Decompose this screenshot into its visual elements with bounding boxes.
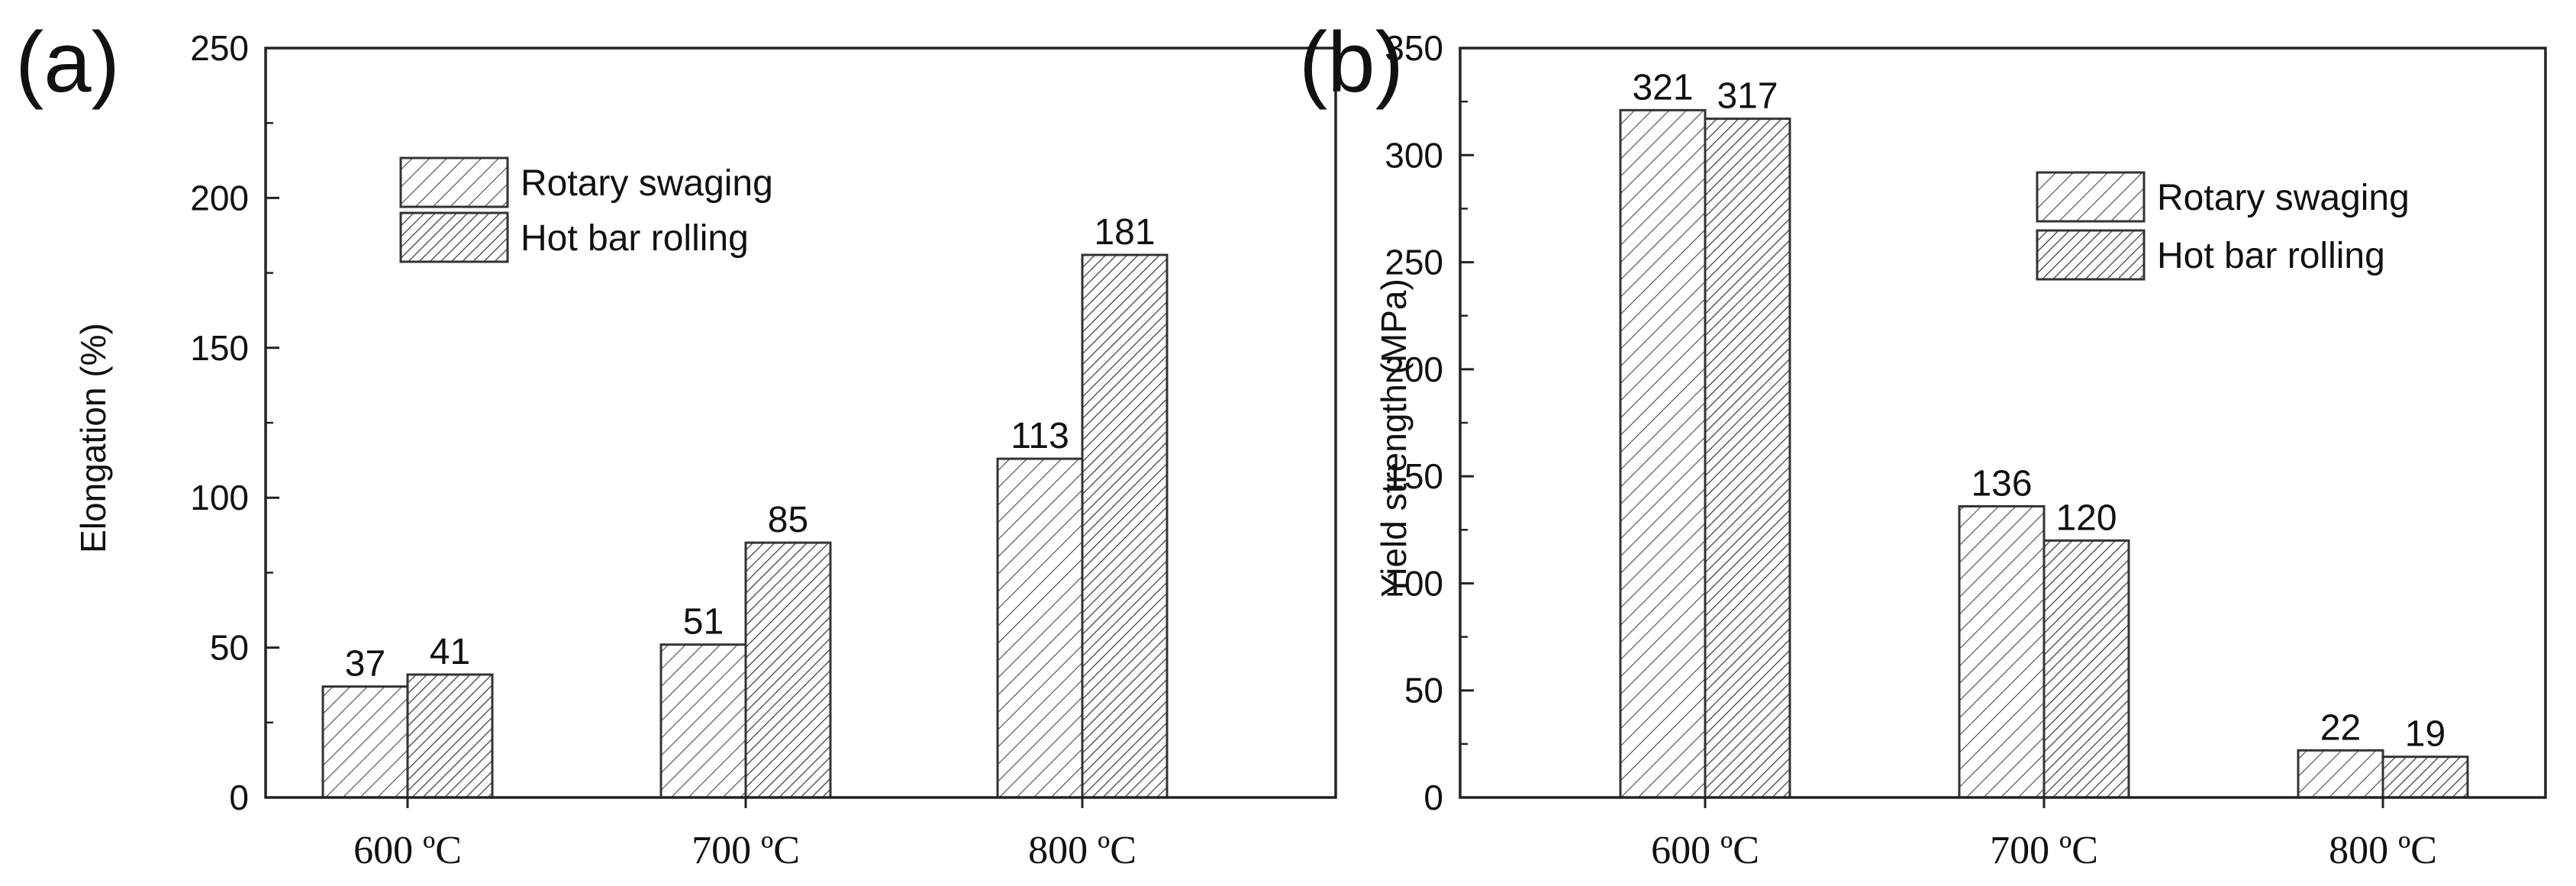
data-label: 136 <box>1971 463 2032 504</box>
y-tick-label: 0 <box>229 778 249 817</box>
data-label: 85 <box>768 500 808 540</box>
data-label: 120 <box>2055 498 2117 538</box>
bar <box>1081 253 1169 799</box>
legend-label: Hot bar rolling <box>521 218 749 259</box>
y-tick-label: 150 <box>1385 456 1443 496</box>
data-label: 19 <box>2405 714 2445 755</box>
legend-swatch <box>2036 229 2146 281</box>
bar <box>2297 749 2384 799</box>
bar <box>659 643 747 799</box>
y-tick-label: 50 <box>210 628 249 668</box>
panel-label: (b) <box>1299 14 1404 110</box>
data-label: 22 <box>2320 707 2361 748</box>
data-label: 51 <box>683 602 724 643</box>
legend-label: Rotary swaging <box>2157 178 2410 218</box>
y-tick-label: 300 <box>1385 135 1443 175</box>
data-label: 317 <box>1717 76 1778 117</box>
bar <box>1704 118 1791 799</box>
y-axis-title: Yield strength (MPa) <box>1374 279 1414 598</box>
data-label: 41 <box>430 632 470 672</box>
bar <box>1619 108 1707 799</box>
legend-swatch <box>399 211 509 263</box>
legend-label: Hot bar rolling <box>2157 236 2385 276</box>
bar <box>2381 756 2469 799</box>
data-label: 113 <box>1011 416 1069 456</box>
y-tick-label: 100 <box>1385 563 1443 603</box>
y-tick-label: 350 <box>1385 28 1443 68</box>
x-tick-label: 700 ºC <box>1990 829 2098 872</box>
bar <box>744 541 832 799</box>
y-tick-label: 150 <box>190 328 249 368</box>
bar <box>1958 504 2046 799</box>
y-axis-title: Elongation (%) <box>73 323 113 553</box>
bar <box>406 673 494 799</box>
y-tick-label: 100 <box>190 478 249 517</box>
y-tick-label: 200 <box>190 178 249 217</box>
bar <box>321 685 409 799</box>
legend-label: Rotary swaging <box>521 163 773 204</box>
x-tick-label: 600 ºC <box>1651 829 1759 872</box>
y-tick-label: 0 <box>1423 778 1443 817</box>
x-tick-label: 800 ºC <box>1028 829 1136 872</box>
data-label: 321 <box>1632 67 1693 108</box>
chart-panel-b: (b) 321 317 600 ºC 136 120 700 ºC 22 19 800 ºC 0 50… <box>1299 14 2547 872</box>
data-label: 37 <box>345 644 385 685</box>
panel-label: (a) <box>15 14 120 110</box>
y-tick-label: 250 <box>1385 243 1443 282</box>
y-tick-label: 50 <box>1404 671 1443 710</box>
legend-swatch <box>2036 171 2146 223</box>
x-tick-label: 800 ºC <box>2329 829 2437 872</box>
x-tick-label: 700 ºC <box>692 829 800 872</box>
data-label: 181 <box>1094 212 1155 253</box>
chart-panel-a: (a) 37 41 600 ºC 51 85 700 ºC 113 181 800 ºC 0 50 10… <box>15 14 1337 872</box>
x-tick-label: 600 ºC <box>353 829 462 872</box>
y-tick-label: 200 <box>1385 350 1443 389</box>
bar <box>996 457 1084 799</box>
legend-swatch <box>399 156 509 208</box>
bar <box>2042 539 2130 799</box>
y-tick-label: 250 <box>190 28 249 68</box>
